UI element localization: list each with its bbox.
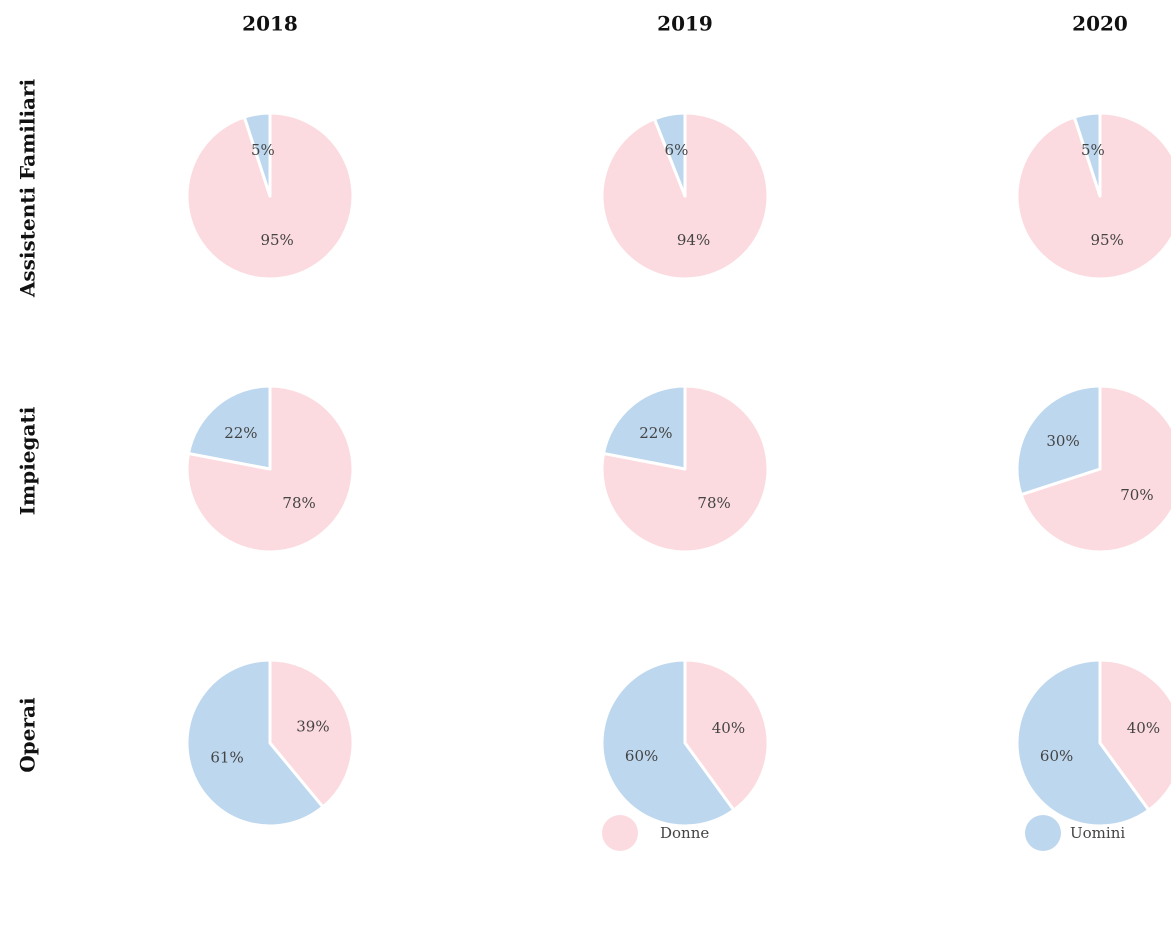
slice-label: 60% (1040, 747, 1073, 765)
pie-slice (600, 384, 770, 554)
pie-slice (186, 384, 272, 471)
slice-label: 6% (665, 141, 689, 159)
pie-slice (652, 111, 687, 198)
slice-label: 40% (1127, 719, 1160, 737)
pie-slice (600, 111, 770, 281)
pie-slice (683, 658, 770, 812)
pie-slice (1015, 658, 1151, 828)
slice-label: 22% (639, 424, 672, 442)
row-label: Impiegati (16, 406, 40, 515)
legend-label: Donne (660, 824, 709, 842)
column-label: 2020 (1072, 12, 1128, 36)
slice-label: 22% (224, 424, 257, 442)
pie-slice (185, 384, 355, 554)
pie-slice (1015, 384, 1102, 497)
slice-label: 94% (677, 231, 710, 249)
row-label: Assistenti Familiari (16, 78, 40, 298)
slice-label: 78% (282, 494, 315, 512)
slice-label: 70% (1120, 486, 1153, 504)
pie-slice (601, 384, 687, 471)
slice-label: 30% (1046, 432, 1079, 450)
legend-swatch (602, 815, 638, 851)
row-label: Operai (16, 697, 40, 773)
pie-slice (1015, 111, 1171, 281)
pie-slice (600, 658, 736, 828)
pie-slice (242, 111, 272, 198)
slice-label: 39% (296, 718, 329, 736)
slice-label: 95% (1090, 231, 1123, 249)
slice-label: 60% (625, 747, 658, 765)
slice-label: 78% (697, 494, 730, 512)
legend-swatch (1025, 815, 1061, 851)
pie-slice (1019, 384, 1171, 554)
pie-slice (185, 658, 325, 828)
column-label: 2018 (242, 12, 298, 36)
slice-label: 5% (251, 141, 275, 159)
pie-slice (1098, 658, 1171, 812)
column-label: 2019 (657, 12, 713, 36)
pie-slice (1072, 111, 1102, 198)
slice-label: 40% (712, 719, 745, 737)
slice-label: 95% (260, 231, 293, 249)
slice-label: 5% (1081, 141, 1105, 159)
legend-label: Uomini (1070, 824, 1125, 842)
pie-slice (268, 658, 355, 809)
slice-label: 61% (210, 748, 243, 766)
